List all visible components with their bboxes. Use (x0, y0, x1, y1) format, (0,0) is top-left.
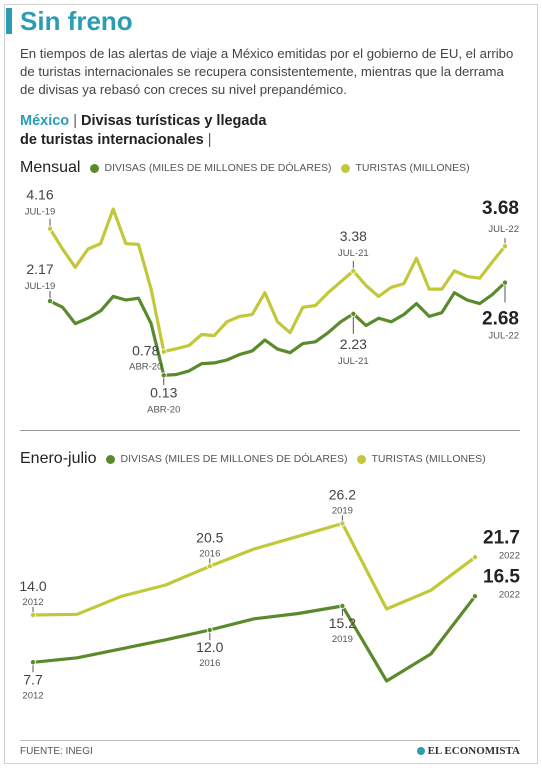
subtitle-line-1: Divisas turísticas y llegada (81, 113, 267, 129)
data-point-marker (29, 612, 36, 619)
data-point-marker (501, 243, 508, 250)
data-label-date: 2016 (199, 548, 220, 559)
data-label-value: 15.2 (329, 615, 356, 631)
data-label-value: 0.13 (150, 384, 177, 400)
chart-subtitle: México | Divisas turísticas y llegada de… (20, 112, 266, 150)
legend-turistas-label: TURISTAS (MILLONES) (371, 453, 486, 465)
data-label-date: JUL-19 (25, 281, 56, 292)
data-label-date: JUL-21 (338, 248, 369, 259)
data-point-marker (350, 310, 357, 317)
infographic-frame (4, 4, 538, 764)
turistas-dot-icon (341, 163, 351, 173)
series-line-divisas (49, 281, 507, 377)
divisas-dot-icon (90, 163, 100, 173)
data-point-marker (501, 279, 508, 286)
data-label-value: 3.38 (340, 228, 367, 244)
section-label-annual: Enero-julio (20, 450, 97, 467)
legend-monthly: Mensual DIVISAS (MILES DE MILLONES DE DÓ… (20, 159, 478, 177)
subtitle-separator: | (73, 113, 77, 129)
legend-annual: Enero-julio DIVISAS (MILES DE MILLONES D… (20, 450, 494, 468)
data-label-date: 2022 (499, 589, 520, 600)
data-point-marker (339, 520, 346, 527)
data-label-date: 2019 (332, 506, 353, 517)
data-label-value: 0.78 (132, 343, 159, 359)
data-label-date: ABR-20 (129, 362, 162, 373)
data-label-value: 16.5 (483, 566, 520, 587)
legend-turistas-label: TURISTAS (MILLONES) (355, 162, 470, 174)
section-divider (20, 430, 520, 431)
data-label-date: 2012 (22, 690, 43, 701)
data-label-date: JUL-21 (338, 356, 369, 367)
brand-icon (416, 747, 425, 756)
data-label-value: 21.7 (483, 527, 520, 548)
data-label-date: JUL-19 (25, 207, 56, 218)
section-label-monthly: Mensual (20, 159, 81, 176)
data-label-value: 3.68 (482, 198, 519, 219)
source-note: FUENTE: INEGI (20, 746, 93, 757)
data-point-marker (160, 348, 167, 355)
data-point-marker (160, 372, 167, 379)
data-point-marker (47, 225, 54, 232)
data-label-date: ABR-20 (147, 404, 180, 415)
divisas-dot-icon (106, 454, 116, 464)
data-label-value: 14.0 (19, 578, 46, 594)
legend-divisas-label: DIVISAS (MILES DE MILLONES DE DÓLARES) (104, 162, 332, 174)
brand-logo: EL ECONOMISTA (416, 745, 520, 757)
data-label-value: 4.16 (26, 187, 53, 203)
subtitle-line-2: de turistas internacionales (20, 132, 204, 148)
page-title: Sin freno (20, 6, 133, 36)
data-label-date: 2012 (22, 597, 43, 608)
legend-divisas-label: DIVISAS (MILES DE MILLONES DE DÓLARES) (120, 453, 348, 465)
intro-paragraph: En tiempos de las alertas de viaje a Méx… (20, 46, 514, 97)
country-label: México (20, 113, 70, 129)
data-point-marker (471, 593, 478, 600)
brand-name: EL ECONOMISTA (427, 745, 520, 757)
data-label-value: 26.2 (329, 487, 356, 503)
turistas-dot-icon (357, 454, 367, 464)
data-label-date: 2019 (332, 634, 353, 645)
data-label-value: 20.5 (196, 529, 223, 545)
subtitle-separator-end: | (207, 132, 212, 148)
data-point-marker (339, 603, 346, 610)
series-line-turistas (32, 521, 476, 617)
title-accent-bar (6, 8, 12, 34)
data-point-marker (206, 627, 213, 634)
series-line-divisas (32, 595, 477, 683)
data-label-value: 2.23 (340, 336, 367, 352)
data-point-marker (350, 267, 357, 274)
data-label-date: JUL-22 (488, 224, 519, 235)
data-point-marker (47, 298, 54, 305)
series-line-turistas (48, 207, 507, 354)
data-label-value: 2.17 (26, 261, 53, 277)
data-label-value: 7.7 (23, 671, 43, 687)
data-point-marker (29, 659, 36, 666)
data-label-date: 2016 (199, 658, 220, 669)
data-point-marker (471, 554, 478, 561)
data-label-value: 12.0 (196, 639, 223, 655)
data-label-date: 2022 (499, 550, 520, 561)
data-point-marker (206, 563, 213, 570)
footer-divider (20, 740, 520, 741)
data-label-value: 2.68 (482, 309, 519, 330)
data-label-date: JUL-22 (488, 331, 519, 342)
